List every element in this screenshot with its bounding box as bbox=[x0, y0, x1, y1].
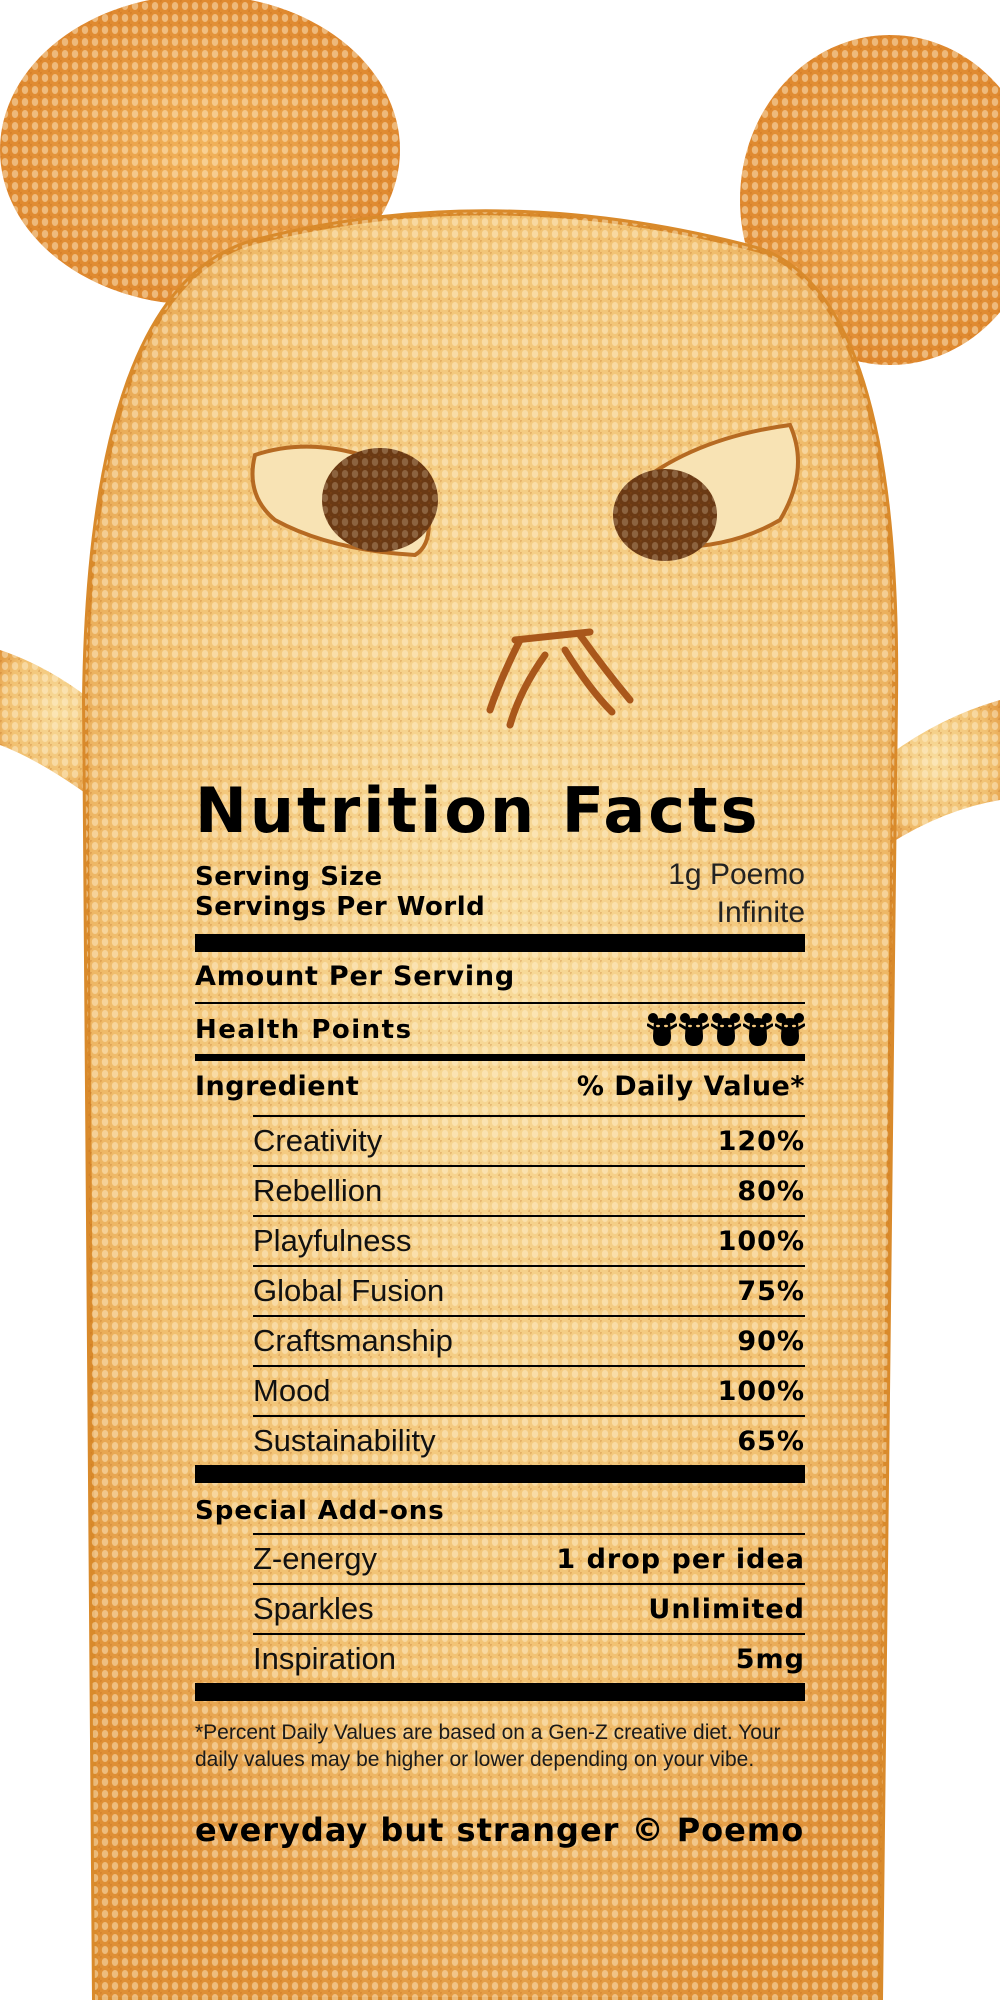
addon-value: Unlimited bbox=[648, 1594, 805, 1625]
right-eye bbox=[613, 422, 800, 561]
addon-name: Sparkles bbox=[253, 1591, 374, 1626]
ingredient-row: Creativity 120% bbox=[253, 1115, 805, 1165]
bear-silhouette-icon bbox=[679, 1013, 709, 1046]
divider-thick bbox=[195, 1465, 805, 1483]
left-eye bbox=[250, 444, 438, 558]
servings-per-world-label: Servings Per World bbox=[195, 892, 486, 922]
footnote: *Percent Daily Values are based on a Gen… bbox=[195, 1721, 781, 1771]
addon-name: Inspiration bbox=[253, 1641, 397, 1676]
ingredient-value: 65% bbox=[737, 1426, 805, 1457]
label-title: Nutrition Facts bbox=[195, 774, 761, 847]
ingredient-row: Playfulness 100% bbox=[253, 1215, 805, 1265]
addon-value: 5mg bbox=[735, 1644, 805, 1675]
ingredient-row: Global Fusion 75% bbox=[253, 1265, 805, 1315]
health-points-label: Health Points bbox=[195, 1015, 413, 1045]
amount-per-serving: Amount Per Serving bbox=[195, 961, 516, 992]
ingredient-list: Creativity 120% Rebellion 80% Playfulnes… bbox=[253, 1115, 805, 1465]
ingredient-value: 120% bbox=[717, 1126, 805, 1157]
mouth bbox=[486, 628, 634, 729]
ingredient-row: Craftsmanship 90% bbox=[253, 1315, 805, 1365]
ingredient-name: Global Fusion bbox=[253, 1273, 445, 1308]
ingredient-name: Playfulness bbox=[253, 1223, 412, 1258]
ingredient-value: 90% bbox=[737, 1326, 805, 1357]
addon-name: Z-energy bbox=[253, 1541, 378, 1576]
bear-silhouette-icon bbox=[711, 1013, 741, 1046]
right-arm bbox=[870, 700, 1000, 850]
body bbox=[81, 209, 899, 2000]
bear-silhouette-icon bbox=[647, 1013, 677, 1046]
ingredient-header-row: Ingredient % Daily Value* bbox=[195, 1061, 805, 1115]
addon-row: Z-energy 1 drop per idea bbox=[253, 1533, 805, 1583]
addon-row: Sparkles Unlimited bbox=[253, 1583, 805, 1633]
divider-medium bbox=[195, 1054, 805, 1061]
ingredient-header: Ingredient bbox=[195, 1071, 360, 1102]
ingredient-row: Mood 100% bbox=[253, 1365, 805, 1415]
divider-thin bbox=[195, 1002, 805, 1004]
addons-list: Z-energy 1 drop per idea Sparkles Unlimi… bbox=[253, 1533, 805, 1683]
divider-thick bbox=[195, 934, 805, 952]
ingredient-name: Mood bbox=[253, 1373, 331, 1408]
serving-section: Serving Size Servings Per World 1g Poemo… bbox=[195, 856, 805, 929]
ingredient-value: 80% bbox=[737, 1176, 805, 1207]
ingredient-name: Rebellion bbox=[253, 1173, 383, 1208]
serving-size-label: Serving Size bbox=[195, 862, 383, 892]
serving-size-value: 1g Poemo bbox=[668, 858, 805, 891]
ingredient-row: Rebellion 80% bbox=[253, 1165, 805, 1215]
bear-silhouette-icon bbox=[743, 1013, 773, 1046]
ingredient-name: Creativity bbox=[253, 1123, 383, 1158]
addon-value: 1 drop per idea bbox=[556, 1544, 805, 1575]
bear-silhouette-icon bbox=[775, 1013, 805, 1046]
daily-value-header: % Daily Value* bbox=[576, 1071, 805, 1102]
divider-thick bbox=[195, 1683, 805, 1701]
health-points-icons bbox=[647, 1012, 805, 1048]
ingredient-value: 100% bbox=[717, 1376, 805, 1407]
addon-row: Inspiration 5mg bbox=[253, 1633, 805, 1683]
addons-title: Special Add-ons bbox=[195, 1496, 445, 1526]
health-points-row: Health Points bbox=[195, 1004, 805, 1054]
servings-per-world-value: Infinite bbox=[716, 896, 805, 929]
nutrition-facts-label: Nutrition Facts Serving Size Servings Pe… bbox=[195, 780, 805, 1849]
ingredient-name: Sustainability bbox=[253, 1423, 436, 1458]
ingredient-name: Craftsmanship bbox=[253, 1323, 453, 1358]
ingredient-value: 100% bbox=[717, 1226, 805, 1257]
tagline: everyday but stranger © Poemo bbox=[195, 1811, 805, 1849]
ingredient-value: 75% bbox=[737, 1276, 805, 1307]
ingredient-row: Sustainability 65% bbox=[253, 1415, 805, 1465]
